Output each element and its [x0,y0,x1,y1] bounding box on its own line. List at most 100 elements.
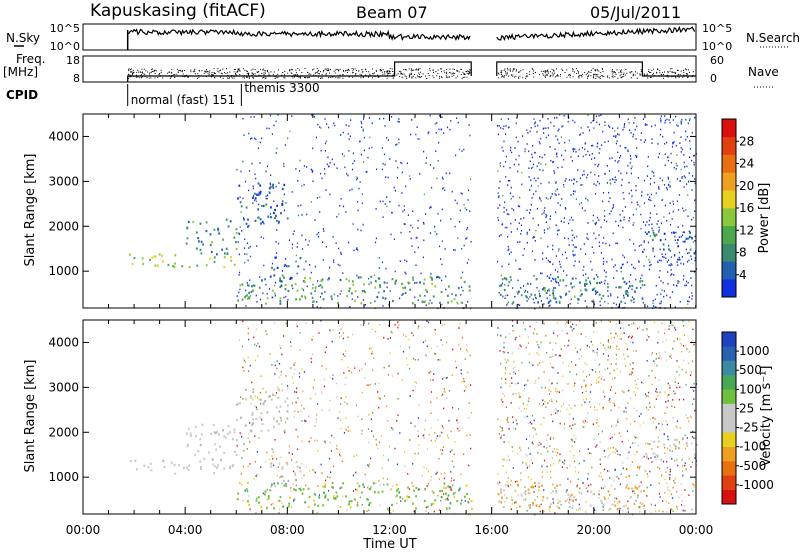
echo-cell [188,266,191,269]
nave-dot [291,76,293,77]
nave-dot [577,76,579,78]
scatter-cell [324,150,326,152]
scatter-cell [646,334,649,336]
scatter-cell [325,189,327,191]
scatter-cell [463,390,466,392]
nave-dot [506,72,508,74]
scatter-cell [540,300,542,302]
scatter-cell [670,269,672,271]
scatter-cell [597,291,599,293]
scatter-cell [549,342,551,344]
scatter-cell [332,329,334,331]
nave-dot [419,68,421,70]
scatter-cell [619,145,621,147]
echo-cell [547,288,550,291]
scatter-cell [677,382,679,385]
scatter-cell [557,499,559,501]
scatter-cell [675,162,677,165]
echo-cell [278,220,280,223]
nave-dot [532,68,534,70]
scatter-cell [255,138,257,141]
echo-cell [503,288,506,292]
echo-cell [675,458,678,461]
scatter-cell [594,173,596,176]
nave-dot [566,69,568,71]
nave-dot [615,72,616,74]
scatter-cell [645,395,648,397]
scatter-cell [252,398,254,401]
nave-dot [529,73,531,75]
scatter-cell [247,259,249,262]
nave-dot [498,73,500,75]
scatter-cell [658,492,661,495]
scatter-cell [441,431,443,434]
nave-dot [667,71,669,73]
scatter-cell [643,240,645,242]
scatter-cell [504,501,506,503]
scatter-cell [509,373,511,375]
echo-cell [259,218,262,221]
scatter-cell [315,420,318,423]
echo-cell [430,503,433,506]
scatter-cell [579,450,581,452]
scatter-cell [598,433,600,435]
scatter-cell [507,455,509,458]
scatter-cell [352,333,354,336]
scatter-cell [353,249,355,252]
nave-dot [268,72,270,74]
nave-dot [415,69,417,71]
scatter-cell [362,128,364,131]
nave-dot [360,77,362,79]
scatter-cell [640,413,642,415]
scatter-cell [387,338,389,340]
nave-dot [345,69,347,71]
nave-dot [190,69,192,71]
nave-dot [569,74,571,76]
nave-dot [171,74,173,76]
scatter-cell [379,118,381,120]
scatter-cell [545,335,547,337]
echo-cell [439,489,441,493]
nave-dot [158,74,160,75]
scatter-cell [596,145,598,148]
scatter-cell [540,443,542,446]
scatter-cell [661,179,664,182]
nave-dot [356,70,357,72]
scatter-cell [417,219,419,222]
scatter-cell [515,428,517,430]
scatter-cell [609,494,611,496]
scatter-cell [257,217,259,219]
echo-cell [143,464,146,467]
scatter-cell [648,375,650,377]
scatter-cell [636,466,639,468]
scatter-cell [546,465,548,468]
scatter-cell [674,477,676,480]
echo-cell [246,294,248,297]
scatter-cell [312,180,314,183]
scatter-cell [620,473,622,475]
echo-cell [499,284,501,287]
scatter-cell [693,271,696,273]
scatter-cell [259,345,261,348]
echo-cell [337,302,339,305]
scatter-cell [648,395,650,398]
scatter-cell [500,334,502,337]
scatter-cell [586,375,588,378]
scatter-cell [618,134,620,136]
scatter-cell [507,284,509,287]
scatter-cell [657,446,659,448]
scatter-cell [585,385,587,387]
scatter-cell [692,490,694,492]
scatter-cell [285,421,287,424]
echo-cell [280,212,282,215]
nave-dot [128,74,129,76]
nave-dot [673,75,674,77]
scatter-cell [295,428,297,431]
scatter-cell [273,464,275,467]
echo-cell [431,282,434,285]
echo-cell [230,256,232,259]
scatter-cell [403,209,405,211]
nave-dot [323,70,325,71]
scatter-cell [455,366,457,369]
scatter-cell [298,376,301,378]
